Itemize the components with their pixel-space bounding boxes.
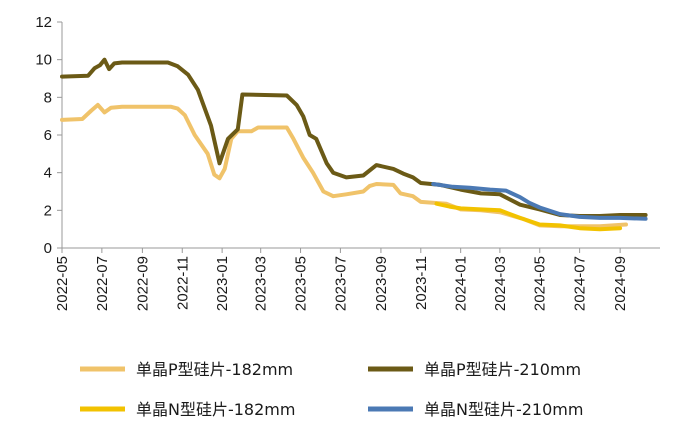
x-axis: 2022-05 2022-07 2022-09 2022-11 2023-01 2023-… [54,247,660,311]
legend-label: 单晶P型硅片-182mm [136,360,293,379]
series-line-3 [434,201,623,232]
series-line-4 [431,182,648,221]
y-tick-label: 8 [44,89,52,106]
x-tick-label: 2024-01 [453,256,470,311]
x-tick-label: 2023-07 [332,256,349,311]
x-tick-label: 2024-09 [612,256,629,311]
legend-item: 单晶P型硅片-210mm [368,360,581,379]
y-axis: 0 2 4 6 8 10 12 [35,14,63,257]
series-lines [60,57,648,232]
x-tick-label: 2022-07 [94,256,111,311]
x-tick-label: 2022-09 [134,256,151,311]
x-tick-label: 2024-03 [492,256,509,311]
legend-label: 单晶P型硅片-210mm [424,360,581,379]
x-tick-label: 2024-05 [532,256,549,311]
y-tick-label: 4 [44,165,52,182]
y-tick-label: 2 [44,202,52,219]
legend-label: 单晶N型硅片-210mm [424,400,583,419]
legend-label: 单晶N型硅片-182mm [136,400,295,419]
x-tick-label: 2023-01 [214,256,231,311]
series-line-2 [60,57,648,218]
legend-item: 单晶N型硅片-210mm [368,400,583,419]
y-tick-label: 10 [35,52,52,69]
x-tick-label: 2022-11 [174,256,191,310]
x-tick-label: 2024-07 [572,256,589,311]
x-tick-label: 2022-05 [54,256,71,311]
legend: 单晶P型硅片-182mm 单晶P型硅片-210mm 单晶N型硅片-182mm 单晶N型… [80,360,583,419]
x-tick-label: 2023-09 [373,256,390,311]
legend-item: 单晶P型硅片-182mm [80,360,293,379]
y-tick-label: 6 [44,127,52,144]
y-tick-label: 0 [44,240,52,257]
y-tick-label: 12 [35,14,52,31]
x-tick-label: 2023-03 [253,256,270,311]
x-tick-label: 2023-11 [413,256,430,310]
x-tick-label: 2023-05 [293,256,310,311]
legend-item: 单晶N型硅片-182mm [80,400,295,419]
